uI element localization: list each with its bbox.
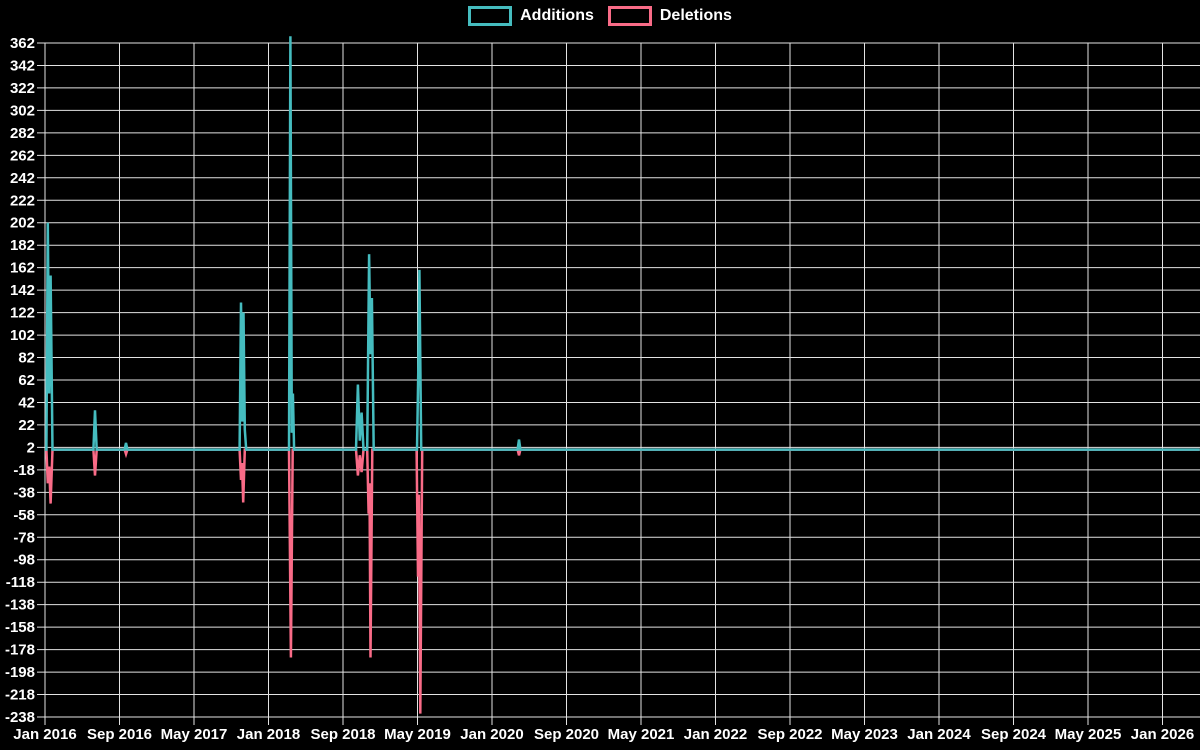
x-tick-label: Jan 2018 bbox=[237, 726, 300, 743]
y-tick-label: -238 bbox=[5, 709, 35, 726]
deletions-legend-label: Deletions bbox=[659, 7, 732, 24]
y-tick-label: 202 bbox=[10, 215, 35, 232]
y-tick-label: -138 bbox=[5, 597, 35, 614]
additions-legend-label: Additions bbox=[520, 7, 594, 24]
y-tick-label: 262 bbox=[10, 147, 35, 164]
y-tick-label: -158 bbox=[5, 619, 35, 636]
x-tick-label: Sep 2020 bbox=[534, 726, 599, 743]
y-tick-label: 362 bbox=[10, 35, 35, 52]
x-tick-label: Jan 2024 bbox=[907, 726, 971, 743]
y-tick-label: 42 bbox=[18, 394, 35, 411]
y-tick-label: -198 bbox=[5, 664, 35, 681]
y-tick-label: 102 bbox=[10, 327, 35, 344]
y-tick-label: -218 bbox=[5, 687, 35, 704]
y-tick-label: 342 bbox=[10, 57, 35, 74]
x-tick-label: Jan 2022 bbox=[684, 726, 747, 743]
y-tick-label: 22 bbox=[18, 417, 35, 434]
y-tick-label: 82 bbox=[18, 350, 35, 367]
legend-item-deletions[interactable]: Deletions bbox=[607, 6, 732, 26]
y-tick-label: 322 bbox=[10, 80, 35, 97]
y-tick-label: 2 bbox=[27, 439, 35, 456]
x-tick-label: Sep 2018 bbox=[310, 726, 375, 743]
x-tick-label: Jan 2026 bbox=[1131, 726, 1194, 743]
y-tick-label: -78 bbox=[13, 529, 35, 546]
y-tick-label: 162 bbox=[10, 260, 35, 277]
x-tick-label: Jan 2016 bbox=[13, 726, 76, 743]
y-tick-label: 122 bbox=[10, 305, 35, 322]
x-tick-label: Jan 2020 bbox=[460, 726, 523, 743]
additions-swatch bbox=[468, 6, 513, 26]
y-tick-label: 282 bbox=[10, 125, 35, 142]
x-tick-label: May 2017 bbox=[161, 726, 228, 743]
deletions-line bbox=[45, 448, 1200, 714]
y-tick-label: 302 bbox=[10, 102, 35, 119]
y-tick-label: 62 bbox=[18, 372, 35, 389]
x-tick-label: Sep 2016 bbox=[87, 726, 152, 743]
x-tick-label: Sep 2024 bbox=[981, 726, 1047, 743]
y-tick-label: 242 bbox=[10, 170, 35, 187]
x-tick-label: May 2023 bbox=[831, 726, 898, 743]
y-tick-label: 222 bbox=[10, 192, 35, 209]
x-tick-label: Sep 2022 bbox=[757, 726, 822, 743]
y-tick-label: -98 bbox=[13, 552, 35, 569]
x-tick-label: May 2019 bbox=[384, 726, 451, 743]
additions-line bbox=[45, 36, 1200, 451]
y-tick-label: 182 bbox=[10, 237, 35, 254]
y-tick-label: -118 bbox=[6, 574, 35, 591]
y-tick-label: -18 bbox=[13, 462, 35, 479]
y-tick-label: -38 bbox=[13, 484, 35, 501]
x-tick-label: May 2021 bbox=[608, 726, 675, 743]
chart-legend: Additions Deletions bbox=[0, 6, 1200, 26]
y-tick-label: -58 bbox=[13, 507, 35, 524]
deletions-swatch bbox=[607, 6, 652, 26]
y-tick-label: 142 bbox=[10, 282, 35, 299]
x-tick-label: May 2025 bbox=[1055, 726, 1122, 743]
legend-item-additions[interactable]: Additions bbox=[468, 6, 594, 26]
y-tick-label: -178 bbox=[5, 642, 35, 659]
